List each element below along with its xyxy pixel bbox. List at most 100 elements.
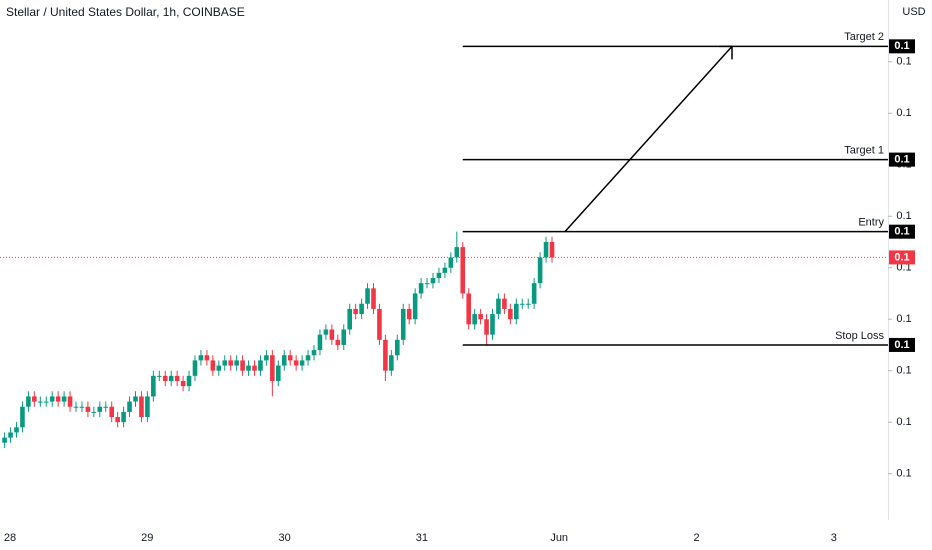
candle-body: [264, 355, 269, 361]
candle-body: [103, 406, 109, 408]
candle-body: [258, 360, 263, 371]
candle-body: [240, 360, 245, 371]
candle-body: [377, 308, 382, 340]
candle-body: [418, 283, 424, 294]
x-tick-label: 28: [4, 532, 16, 544]
candle-body: [127, 401, 132, 412]
level-name: Target 2: [844, 31, 884, 43]
candle-body: [406, 308, 412, 320]
candle-body: [121, 411, 126, 423]
candle-body: [168, 375, 174, 381]
level-price-box: [889, 224, 915, 239]
y-tick-label: 0.1: [896, 416, 911, 428]
candle-body: [216, 365, 222, 371]
current-price-box: [889, 250, 915, 265]
level-name: Target 1: [844, 145, 884, 157]
candle-body: [139, 396, 144, 418]
candle-body: [26, 396, 31, 407]
candle-body: [484, 319, 489, 335]
candle-body: [204, 355, 210, 361]
candle-body: [55, 396, 61, 402]
level-price-label: 0.1: [894, 226, 909, 238]
y-tick-label: 0.1: [896, 313, 911, 325]
candle-body: [448, 257, 454, 268]
candle-body: [192, 360, 198, 376]
candle-body: [502, 298, 507, 309]
level-price-label: 0.1: [894, 339, 909, 351]
candle-body: [67, 396, 73, 407]
candle-body: [186, 375, 192, 387]
candle-body: [454, 247, 460, 258]
candle-body: [508, 308, 513, 320]
candle-body: [293, 360, 299, 366]
projection-arrow: [564, 45, 733, 233]
candle-body: [287, 355, 293, 361]
y-tick-label: 0.1: [896, 365, 911, 377]
candle-body: [329, 329, 335, 340]
candle-body: [270, 355, 275, 381]
candle-body: [91, 411, 97, 413]
candle-body: [514, 303, 519, 320]
y-tick-label: 0.1: [896, 210, 911, 222]
candle-body: [341, 329, 347, 345]
candle-body: [466, 293, 471, 325]
candle-body: [543, 241, 549, 258]
candle-body: [43, 401, 49, 403]
candle-body: [276, 365, 281, 381]
level-price-label: 0.1: [894, 154, 909, 166]
candle-body: [335, 339, 341, 345]
candle-body: [109, 406, 114, 418]
candle-body: [412, 293, 418, 320]
x-tick-label: 3: [831, 532, 837, 544]
candle-body: [32, 396, 37, 402]
candle-body: [252, 365, 257, 371]
candle-body: [157, 375, 162, 377]
candle-body: [496, 298, 501, 315]
candle-body: [531, 283, 537, 304]
candle-body: [73, 406, 79, 408]
candle-body: [198, 355, 204, 361]
y-tick-label: 0.1: [896, 468, 911, 480]
level-price-box: [889, 152, 915, 167]
candle-body: [162, 375, 168, 381]
candle-body: [460, 247, 466, 294]
candle-body: [79, 406, 85, 408]
candle-body: [395, 339, 400, 356]
candle-body: [490, 314, 495, 335]
candle-body: [174, 375, 180, 381]
candle-body: [8, 432, 13, 438]
candle-body: [478, 314, 483, 320]
candle-body: [228, 360, 233, 366]
candle-body: [383, 339, 388, 371]
candle-body: [246, 365, 251, 371]
candle-body: [38, 401, 43, 403]
candle-body: [436, 272, 442, 279]
candle-body: [180, 380, 186, 387]
candle-body: [145, 396, 150, 418]
candle-body: [222, 360, 228, 366]
y-tick-label: 0.1: [896, 56, 911, 68]
candle-body: [400, 308, 406, 340]
candle-body: [305, 355, 311, 361]
candle-body: [20, 406, 25, 428]
candle-body: [389, 355, 394, 371]
candle-body: [519, 303, 525, 305]
candle-body: [133, 396, 138, 402]
candle-body: [353, 308, 358, 315]
candle-body: [537, 257, 543, 284]
x-tick-label: 31: [416, 532, 428, 544]
chart-title: Stellar / United States Dollar, 1h, COIN…: [6, 5, 245, 19]
current-price-label: 0.1: [894, 251, 909, 263]
candle-body: [549, 241, 555, 258]
candle-body: [49, 396, 55, 402]
candle-body: [234, 360, 239, 366]
candle-body: [115, 417, 120, 423]
candle-body: [151, 375, 156, 397]
candle-body: [85, 406, 91, 412]
candle-body: [2, 437, 7, 443]
level-price-label: 0.1: [894, 40, 909, 52]
candle-body: [323, 329, 329, 335]
candle-body: [347, 308, 352, 330]
